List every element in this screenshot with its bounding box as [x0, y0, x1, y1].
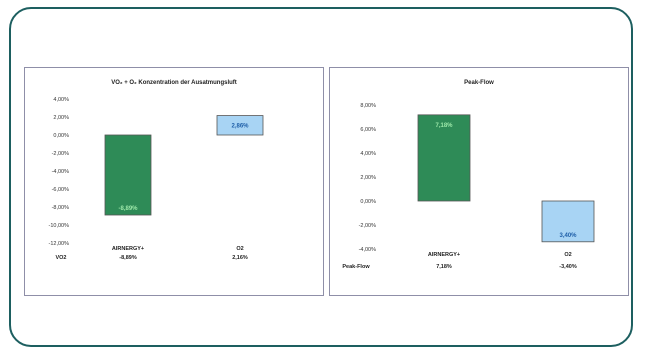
category-label: AIRNERGY+: [112, 246, 144, 252]
bar-o2: [216, 115, 264, 136]
chart-vo2: 4,00% 2,00% 0,00% -2,00% -4,00% -6,00% -8,00% -…: [49, 97, 264, 261]
y-tick-label: 2,00%: [53, 115, 69, 121]
chart-title: Peak-Flow: [464, 80, 494, 86]
data-label: 7,18%: [435, 123, 453, 129]
y-tick-label: 4,00%: [360, 151, 376, 157]
chart-title: VO₂ + O₂ Konzentration der Ausatmungsluf…: [111, 80, 237, 86]
y-tick-label: 6,00%: [360, 127, 376, 133]
table-value: -8,89%: [119, 255, 137, 261]
y-tick-label: -2,00%: [359, 223, 377, 229]
y-tick-label: -4,00%: [52, 169, 70, 175]
table-row-label: Peak-Flow: [342, 264, 370, 270]
y-tick-label: -6,00%: [52, 187, 70, 193]
y-tick-label: 0,00%: [360, 199, 376, 205]
chart-panel-peakflow: Peak-Flow 8,00% 6,00% 4,00% 2,00% 0,00% -2,00…: [329, 67, 629, 296]
bar-o2: [541, 200, 595, 243]
y-tick-label: 0,00%: [53, 133, 69, 139]
category-label: O2: [564, 252, 571, 258]
category-label: AIRNERGY+: [428, 252, 460, 258]
bar-airnergy: [417, 114, 471, 202]
table-row-label: VO2: [55, 255, 66, 261]
y-tick-label: 8,00%: [360, 103, 376, 109]
chart-peak-flow: 8,00% 6,00% 4,00% 2,00% 0,00% -2,00% -4,00% 7,1…: [342, 103, 595, 270]
table-value: -3,40%: [559, 264, 577, 270]
data-label: -8,89%: [118, 206, 138, 212]
y-tick-label: 4,00%: [53, 97, 69, 103]
bar-airnergy: [104, 134, 152, 216]
data-label: 2,86%: [231, 124, 249, 130]
y-tick-label: -8,00%: [52, 205, 70, 211]
table-value: 7,18%: [436, 264, 452, 270]
y-tick-label: -10,00%: [49, 223, 70, 229]
y-tick-label: -2,00%: [52, 151, 70, 157]
y-tick-label: -4,00%: [359, 247, 377, 253]
data-label: 3,40%: [559, 233, 577, 239]
y-tick-label: 2,00%: [360, 175, 376, 181]
y-tick-label: -12,00%: [49, 241, 70, 247]
table-value: 2,16%: [232, 255, 248, 261]
chart-panel-vo2: VO₂ + O₂ Konzentration der Ausatmungsluf…: [24, 67, 324, 296]
category-label: O2: [236, 246, 243, 252]
